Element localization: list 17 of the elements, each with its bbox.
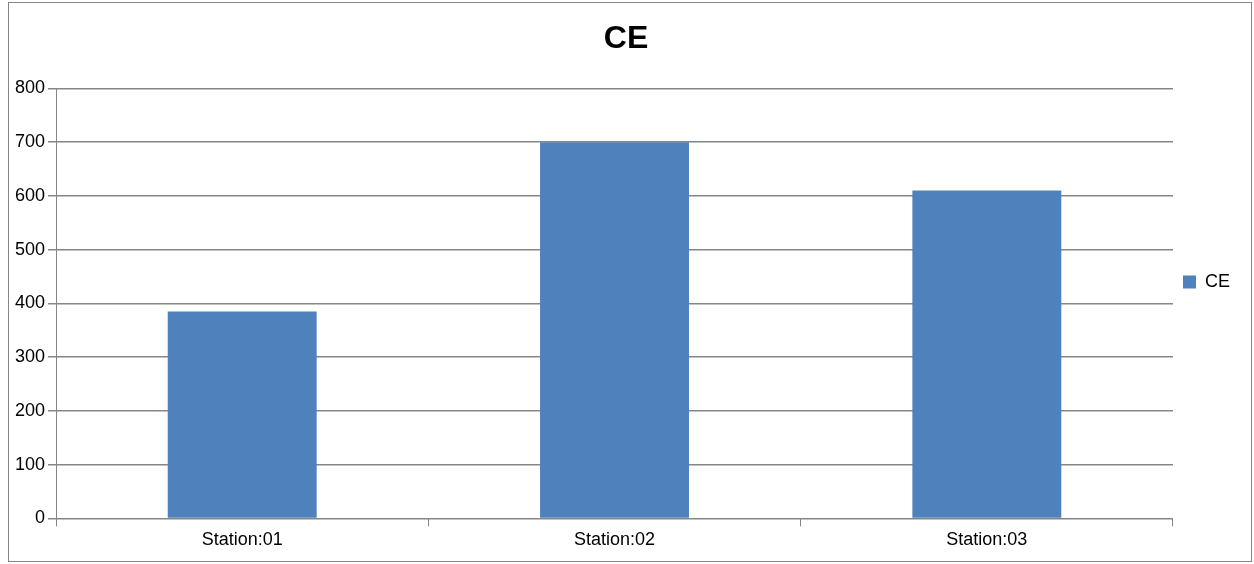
bar bbox=[167, 311, 317, 518]
y-tick-label: 200 bbox=[14, 399, 46, 420]
chart-title: CE bbox=[603, 19, 649, 56]
x-tick-label: Station:02 bbox=[573, 529, 656, 550]
bar bbox=[912, 190, 1062, 518]
legend-label: CE bbox=[1205, 270, 1231, 291]
y-tick-label: 300 bbox=[14, 346, 46, 367]
y-tick-label: 100 bbox=[14, 453, 46, 474]
bar bbox=[540, 142, 689, 518]
y-tick-label: 500 bbox=[14, 238, 46, 259]
y-tick-label: 0 bbox=[35, 507, 46, 528]
y-tick-label: 600 bbox=[14, 184, 46, 205]
y-tick-label: 400 bbox=[14, 292, 46, 313]
y-tick-label: 700 bbox=[14, 131, 46, 152]
y-tick-label: 800 bbox=[14, 77, 46, 98]
x-tick-label: Station:01 bbox=[201, 529, 283, 550]
x-tick-label: Station:03 bbox=[946, 529, 1028, 550]
